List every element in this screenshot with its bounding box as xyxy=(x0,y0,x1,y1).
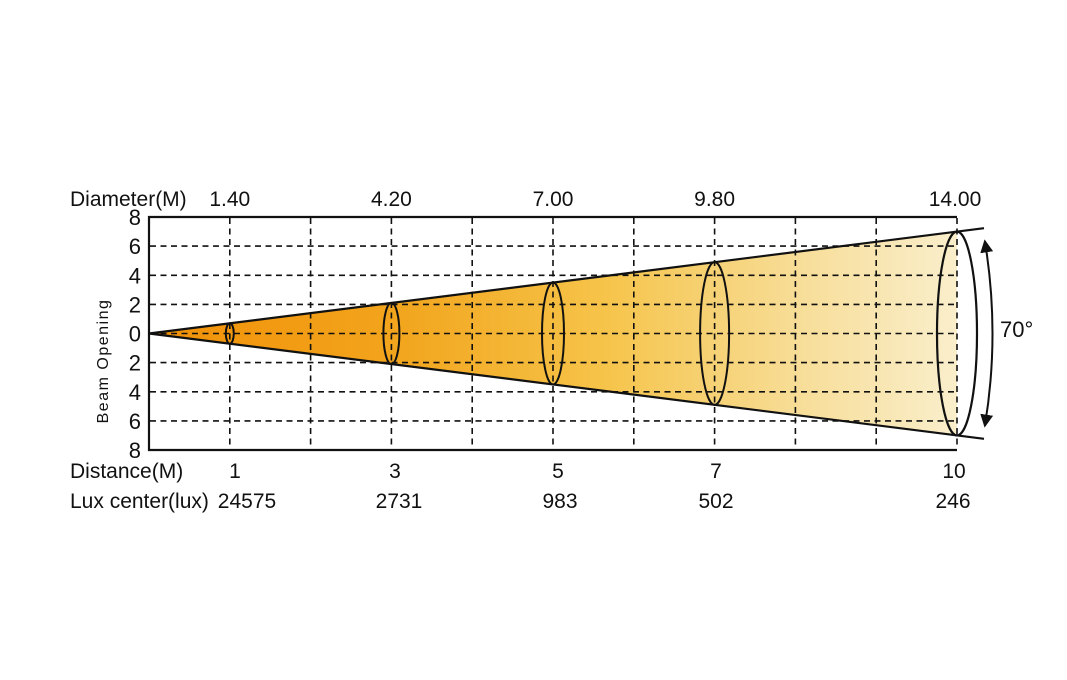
diameter-value: 4.20 xyxy=(371,188,412,211)
beam-angle-arc xyxy=(980,239,994,428)
lux-value: 502 xyxy=(698,490,733,513)
lux-row-label: Lux center(lux) xyxy=(70,490,209,513)
beam-edge-lines xyxy=(148,227,985,440)
diameter-value: 14.00 xyxy=(929,188,982,211)
y-tick: 8 xyxy=(129,438,141,463)
beam-edge-bottom xyxy=(148,332,985,440)
y-tick: 4 xyxy=(129,263,141,288)
distance-value: 3 xyxy=(389,460,401,483)
y-tick: 4 xyxy=(129,380,141,405)
distance-row-label: Distance(M) xyxy=(70,460,183,483)
y-tick: 0 xyxy=(129,322,141,347)
diameter-row-label: Diameter(M) xyxy=(70,188,187,211)
y-tick: 6 xyxy=(129,409,141,434)
diameter-value: 1.40 xyxy=(209,188,250,211)
diameter-value: 9.80 xyxy=(694,188,735,211)
y-tick: 2 xyxy=(129,351,141,376)
lux-value: 2731 xyxy=(376,490,423,513)
y-tick: 8 xyxy=(129,205,141,230)
y-tick: 6 xyxy=(129,234,141,259)
distance-value: 10 xyxy=(942,460,965,483)
y-axis-title: Beam Opening xyxy=(95,299,112,424)
beam-angle-label: 70° xyxy=(1000,317,1033,342)
distance-value: 1 xyxy=(229,460,241,483)
lux-value: 246 xyxy=(935,490,970,513)
distance-value: 5 xyxy=(552,460,564,483)
y-tick: 2 xyxy=(129,292,141,317)
distance-value: 7 xyxy=(710,460,722,483)
horizontal-gridlines xyxy=(150,245,956,422)
lux-value: 24575 xyxy=(218,490,276,513)
beam-edge-top xyxy=(148,227,985,335)
diameter-value: 7.00 xyxy=(533,188,574,211)
lux-value: 983 xyxy=(542,490,577,513)
